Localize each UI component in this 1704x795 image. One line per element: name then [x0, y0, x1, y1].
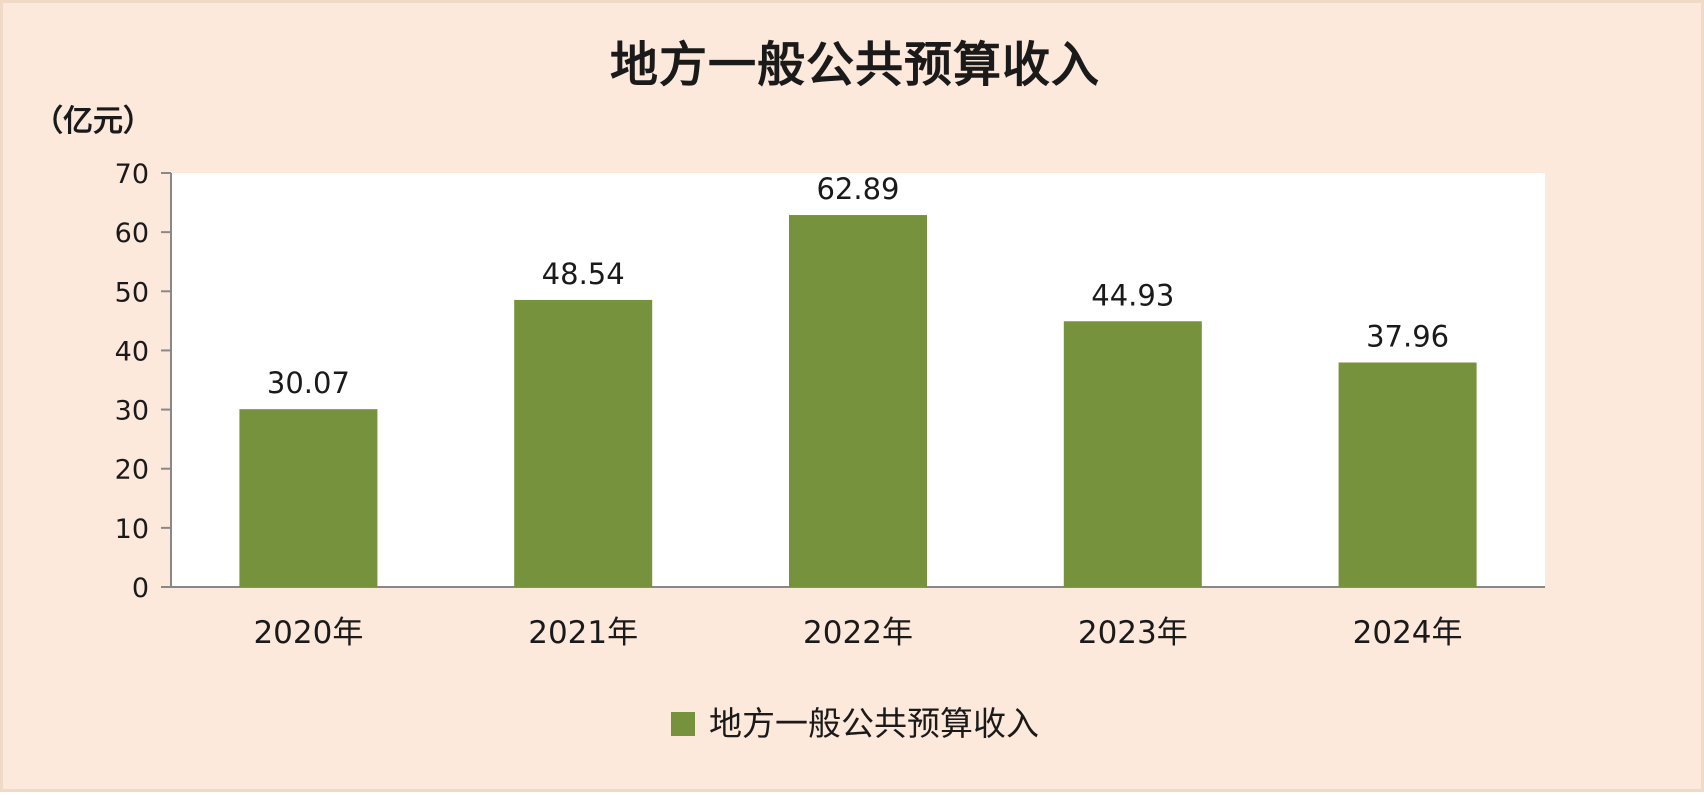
y-tick-label: 40: [115, 336, 149, 367]
data-label: 62.89: [816, 172, 899, 206]
y-tick-label: 60: [115, 218, 149, 249]
bar-2023: [1063, 321, 1202, 587]
legend-swatch: [671, 712, 695, 736]
data-label: 48.54: [542, 257, 625, 291]
x-tick-label: 2023年: [1078, 615, 1188, 651]
y-tick-label: 20: [115, 455, 149, 486]
bar-2020: [239, 409, 378, 587]
chart-title: 地方一般公共预算收入: [609, 37, 1100, 93]
bar-chart: 0 10 20 30 40 50 60 70 30.07 2020年 48.54 2021年 62.89…: [115, 159, 1545, 651]
y-tick-label: 0: [132, 573, 149, 604]
bar-2024: [1338, 362, 1477, 587]
data-label: 44.93: [1091, 278, 1174, 312]
y-tick-label: 50: [115, 277, 149, 308]
data-label: 30.07: [267, 366, 350, 400]
legend: 地方一般公共预算收入: [3, 703, 1704, 745]
bar-2021: [514, 299, 653, 587]
x-tick-label: 2021年: [528, 615, 638, 651]
y-tick-label: 10: [115, 514, 149, 545]
x-tick-label: 2020年: [253, 615, 363, 651]
data-label: 37.96: [1366, 319, 1449, 353]
y-tick-label: 30: [115, 396, 149, 427]
y-axis-unit-label: （亿元）: [33, 104, 153, 139]
legend-label: 地方一般公共预算收入: [709, 704, 1039, 743]
y-tick-label: 70: [115, 159, 149, 190]
bar-2022: [789, 215, 927, 587]
x-tick-label: 2024年: [1353, 615, 1463, 651]
x-tick-label: 2022年: [803, 615, 913, 651]
